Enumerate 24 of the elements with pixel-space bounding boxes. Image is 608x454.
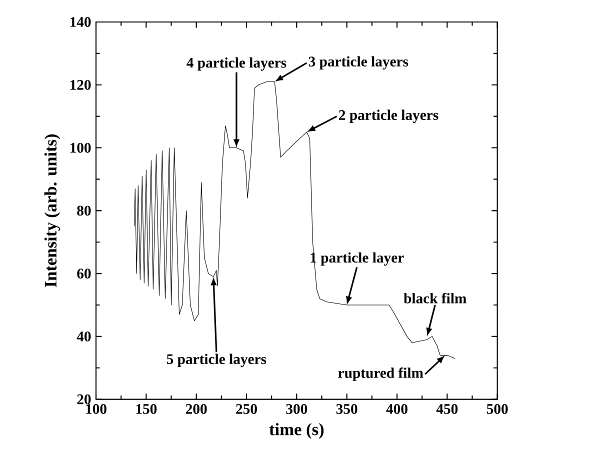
x-tick-label: 200 xyxy=(186,404,207,414)
x-tick-label: 400 xyxy=(386,404,408,414)
x-tick-label: 300 xyxy=(286,404,308,414)
x-tick-label: 100 xyxy=(86,404,106,414)
y-tick-label: 20 xyxy=(77,394,91,404)
annotation: black film xyxy=(404,292,466,304)
annotation: 5 particle layers xyxy=(166,354,266,368)
x-tick-label: 350 xyxy=(336,404,358,414)
y-tick-label: 120 xyxy=(70,80,91,90)
annotation: ruptured film xyxy=(338,367,424,381)
y-tick-label: 80 xyxy=(77,206,91,216)
y-tick-label: 40 xyxy=(76,331,91,342)
y-tick-label: 140 xyxy=(70,17,91,27)
x-tick-label: 250 xyxy=(236,404,257,414)
x-tick-label: 500 xyxy=(486,404,508,414)
annotation: 2 particle layers xyxy=(339,110,438,123)
x-axis-title: time (s) xyxy=(269,423,324,439)
y-axis-title: Intensity (arb. units) xyxy=(44,134,60,288)
annotation: 4 particle layers xyxy=(186,57,286,71)
x-tick-label: 150 xyxy=(136,404,157,414)
x-tick-label: 450 xyxy=(436,404,458,414)
y-tick-label: 60 xyxy=(77,268,91,278)
y-tick-label: 100 xyxy=(70,142,91,153)
annotation: 3 particle layers xyxy=(308,56,408,70)
